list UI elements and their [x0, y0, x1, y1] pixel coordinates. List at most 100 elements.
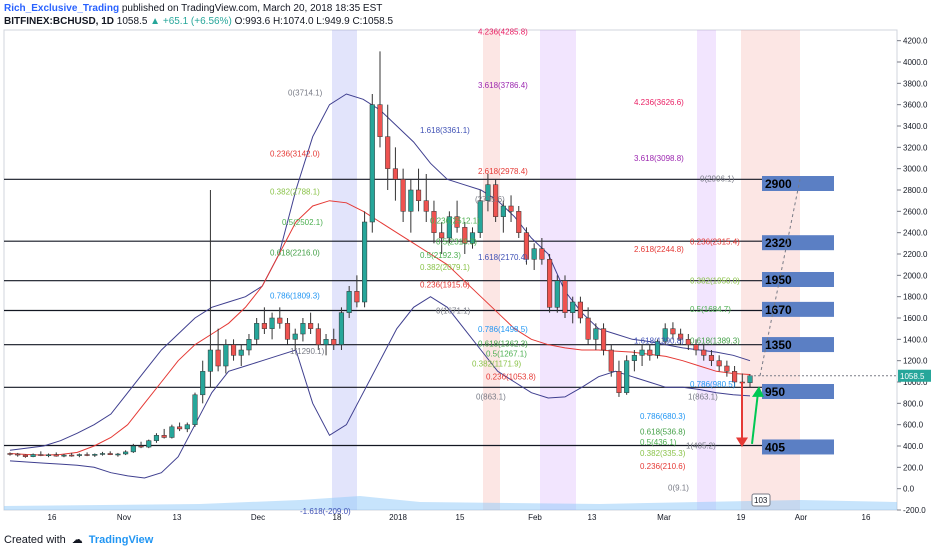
fib-label: 0.382(2079.1)	[420, 263, 470, 272]
ohlc-values: O:993.6 H:1074.0 L:949.9 C:1058.5	[234, 16, 394, 27]
candle-body	[200, 371, 206, 396]
author-name[interactable]: Rich_Exclusive_Trading	[4, 3, 120, 14]
fib-label: 4.236(3626.6)	[634, 98, 684, 107]
candle-body	[446, 216, 452, 239]
candle-body	[99, 453, 106, 455]
volume-area	[4, 496, 897, 510]
y-tick-label: 3400.0	[903, 122, 928, 131]
zone-label: 2320	[765, 236, 792, 250]
x-tick-label: 18	[333, 513, 342, 520]
fib-label: 0.786(680.3)	[640, 412, 686, 421]
candle-body	[523, 232, 530, 260]
candle-body	[7, 453, 13, 455]
candle-body	[346, 291, 352, 313]
y-tick-label: 1800.0	[903, 293, 928, 302]
candle-body	[477, 200, 483, 233]
y-tick-label: 200.0	[903, 463, 924, 472]
zone-label: 1350	[765, 338, 792, 352]
fib-label: 0(863.1)	[476, 393, 506, 402]
zone-label: 1950	[765, 273, 792, 287]
fib-label: 2.618(2978.4)	[478, 167, 528, 176]
last-price-tag-label: 1058.5	[900, 372, 925, 381]
fib-label: 0.786(1809.3)	[270, 292, 320, 301]
x-tick-label: Feb	[528, 513, 542, 520]
x-tick-label: Mar	[657, 513, 671, 520]
x-tick-label: 15	[456, 513, 465, 520]
fib-label: 0.786(980.5)	[690, 380, 736, 389]
candle-body	[69, 454, 75, 457]
candle-body	[647, 349, 653, 356]
candle-body	[230, 344, 237, 356]
candle-body	[169, 426, 175, 438]
candle-body	[685, 339, 691, 345]
fib-label: 0.236(210.6)	[640, 462, 686, 471]
candle-body	[423, 200, 429, 212]
y-tick-label: 1600.0	[903, 314, 928, 323]
candle-body	[115, 453, 121, 456]
x-tick-label: 13	[588, 513, 597, 520]
fib-label: 0.236(1915.6)	[420, 280, 470, 289]
fib-label: 0(2906.1)	[700, 175, 735, 184]
y-tick-label: 2000.0	[903, 271, 928, 280]
candle-body	[554, 280, 560, 308]
candle-body	[662, 328, 668, 342]
candle-body	[639, 349, 645, 356]
candle-body	[547, 259, 553, 308]
candle-body	[439, 232, 445, 239]
footer: Created with ☁ TradingView	[4, 533, 154, 547]
candle-body	[38, 454, 44, 456]
y-tick-label: 4200.0	[903, 37, 928, 46]
y-tick-label: 2200.0	[903, 250, 928, 259]
zone-box	[762, 235, 834, 251]
candle-body	[431, 211, 437, 233]
candle-body	[269, 317, 275, 329]
candle-body	[531, 248, 537, 260]
candle-body	[369, 104, 375, 223]
fib-label: 3.618(3786.4)	[478, 81, 528, 90]
candle-body	[400, 179, 406, 212]
x-tick-label: Nov	[117, 513, 131, 520]
y-tick-label: 1000.0	[903, 378, 928, 387]
candle-body	[323, 339, 329, 345]
candle-body	[92, 454, 98, 456]
fib-label: 4.236(4285.8)	[478, 28, 528, 37]
candle-body	[61, 454, 67, 457]
candle-body	[284, 323, 291, 340]
last-price: 1058.5	[116, 16, 148, 27]
fib-label: 0(3714.1)	[288, 88, 323, 97]
candle-body	[485, 184, 491, 201]
fib-label: 0.382(335.3)	[640, 449, 686, 458]
x-tick-label: 16	[862, 513, 871, 520]
candle-body	[292, 333, 298, 340]
candle-body	[415, 189, 422, 201]
candle-body	[724, 365, 730, 372]
candle-body	[508, 205, 514, 212]
tradingview-brand[interactable]: TradingView	[88, 533, 154, 546]
zone-box	[762, 384, 834, 399]
candle-body	[377, 104, 383, 137]
candle-body	[500, 205, 506, 217]
candle-body	[678, 333, 684, 340]
candle-body	[223, 344, 229, 367]
fib-label: 1(1290.1)	[290, 347, 325, 356]
fib-label: 0.5(436.1)	[640, 438, 677, 447]
candle-body	[577, 301, 583, 319]
y-tick-label: 0.0	[903, 485, 915, 494]
candle-body	[670, 328, 676, 335]
fib-label: 0.5(2318.3)	[436, 237, 477, 246]
zone-box	[762, 176, 834, 191]
candle-body	[562, 280, 568, 313]
fib-zone-2	[540, 30, 576, 510]
x-tick-label: Apr	[795, 513, 808, 520]
fib-zone-4	[741, 30, 800, 510]
symbol-label: BITFINEX:BCHUSD, 1D	[4, 16, 115, 27]
fib-label: 0.382(1950.0)	[690, 277, 740, 286]
fib-zone-0	[332, 30, 357, 510]
candle-body	[493, 184, 499, 217]
y-tick-label: 3000.0	[903, 165, 928, 174]
y-tick-label: 3200.0	[903, 143, 928, 152]
fib-label: (2715.6)	[475, 195, 505, 204]
zone-label: 2900	[765, 177, 792, 191]
price-chart[interactable]: -200.0 0.0 200.0 400.0 600.0 800.0 1000.0 1200.…	[0, 28, 932, 520]
candle-body	[22, 454, 28, 457]
